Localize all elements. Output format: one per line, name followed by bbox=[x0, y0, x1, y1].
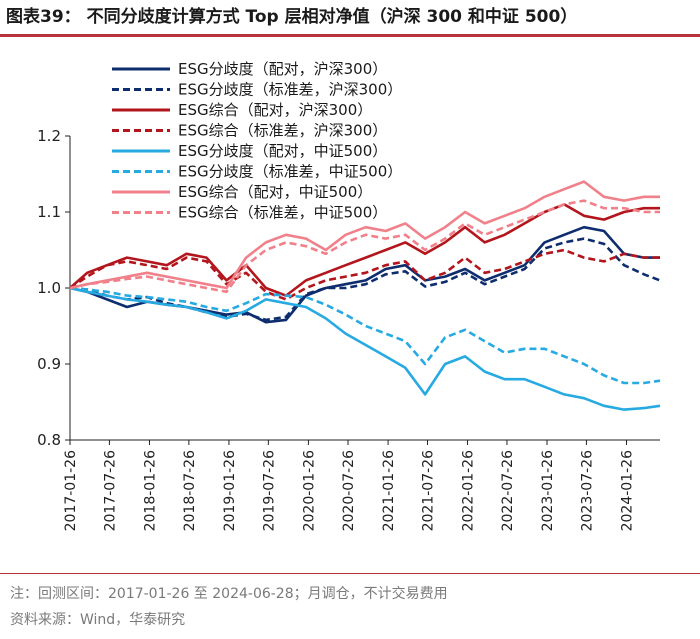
x-tick-label: 2018-07-26 bbox=[182, 450, 198, 531]
x-tick-label: 2023-07-26 bbox=[579, 450, 595, 531]
legend-label-7: ESG综合（配对，中证500） bbox=[178, 183, 372, 201]
legend-label-6: ESG分歧度（标准差，中证500） bbox=[178, 163, 402, 181]
chart-legend: ESG分歧度（配对，沪深300） ESG分歧度（标准差，沪深300） ESG综合（配… bbox=[112, 60, 402, 222]
legend-label-2: ESG分歧度（标准差，沪深300） bbox=[178, 81, 402, 99]
x-tick-label: 2021-07-26 bbox=[420, 450, 436, 531]
backtest-note: 注：回测区间：2017-01-26 至 2024-06-28；月调仓，不计交易费… bbox=[10, 586, 448, 602]
chart-series-lines bbox=[69, 180, 661, 411]
footer-divider bbox=[0, 573, 700, 574]
legend-label-4: ESG综合（标准差，沪深300） bbox=[178, 122, 387, 140]
series-line-5 bbox=[69, 286, 661, 411]
y-tick-label: 0.9 bbox=[37, 355, 61, 373]
series-line-6 bbox=[69, 286, 661, 385]
chart-title: 图表39： 不同分歧度计算方式 Top 层相对净值（沪深 300 和中证 500… bbox=[6, 7, 578, 27]
legend-label-1: ESG分歧度（配对，沪深300） bbox=[178, 60, 387, 78]
x-tick-label: 2017-07-26 bbox=[102, 450, 118, 531]
series-line-2 bbox=[69, 237, 661, 322]
x-tick-label: 2023-01-26 bbox=[540, 450, 556, 531]
y-tick-label: 0.8 bbox=[37, 431, 61, 449]
series-line-4 bbox=[69, 248, 660, 301]
x-tick-label: 2019-07-26 bbox=[261, 450, 277, 531]
x-tick-label: 2019-01-26 bbox=[222, 450, 238, 531]
x-tick-label: 2022-01-26 bbox=[461, 450, 477, 531]
legend-label-8: ESG综合（标准差，中证500） bbox=[178, 204, 387, 222]
chart-axes: 0.8 0.9 1.0 1.1 1.2 2017-01-26 2017-07-26 2018-… bbox=[37, 127, 660, 531]
x-tick-label: 2018-01-26 bbox=[142, 450, 158, 531]
x-tick-label: 2017-01-26 bbox=[63, 450, 79, 531]
series-line-7 bbox=[69, 180, 660, 290]
source-note: 资料来源：Wind，华泰研究 bbox=[10, 612, 186, 628]
y-tick-label: 1.1 bbox=[37, 203, 61, 221]
x-tick-label: 2020-01-26 bbox=[301, 450, 317, 531]
x-tick-label: 2022-07-26 bbox=[500, 450, 516, 531]
y-tick-label: 1.0 bbox=[37, 279, 61, 297]
x-tick-label: 2020-07-26 bbox=[341, 450, 357, 531]
y-tick-label: 1.2 bbox=[37, 127, 61, 145]
x-tick-label: 2024-01-26 bbox=[619, 450, 635, 531]
series-line-8 bbox=[69, 199, 660, 294]
x-tick-label: 2021-01-26 bbox=[381, 450, 397, 531]
legend-label-5: ESG分歧度（配对，中证500） bbox=[178, 142, 387, 160]
legend-label-3: ESG综合（配对，沪深300） bbox=[178, 101, 372, 119]
title-underline bbox=[0, 34, 700, 37]
